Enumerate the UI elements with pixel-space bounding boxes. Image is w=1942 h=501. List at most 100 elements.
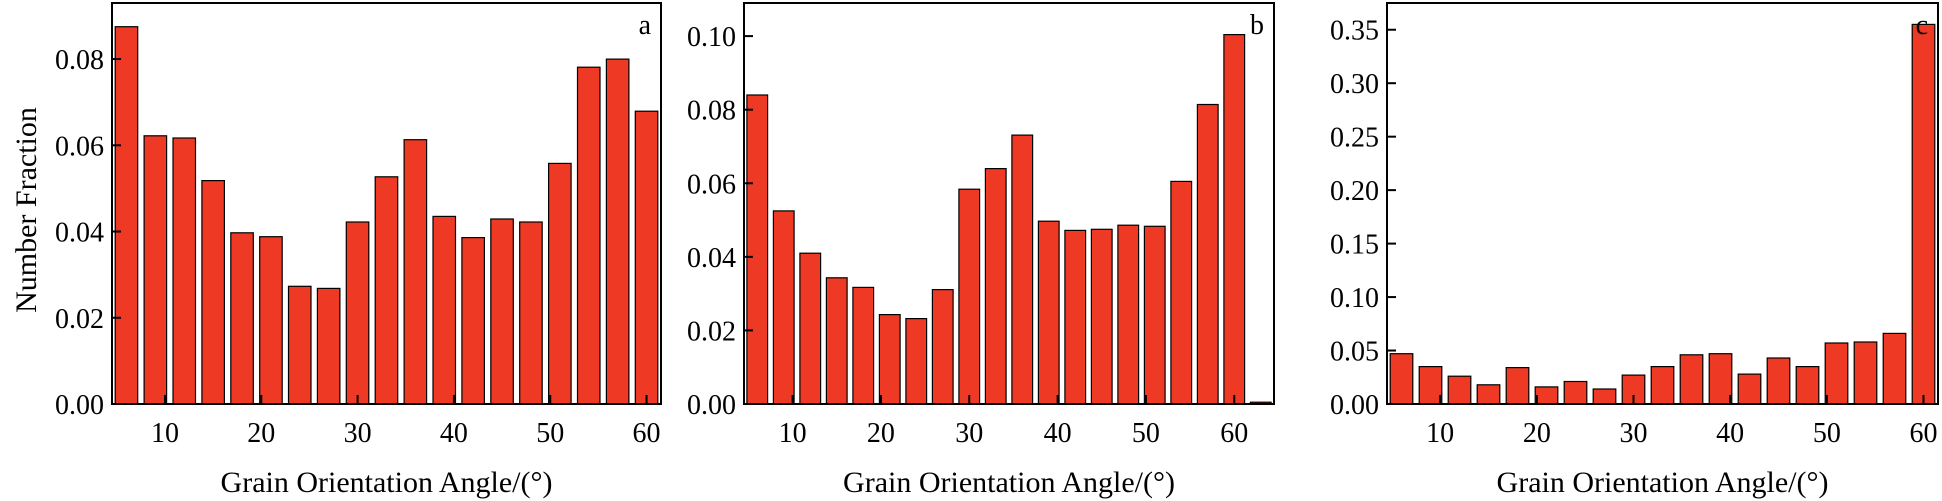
x-tick-label-b-5: 60 bbox=[1220, 418, 1248, 449]
bar-b-36 bbox=[1011, 134, 1034, 405]
y-tick-label-c-1: 0.05 bbox=[1330, 337, 1379, 368]
bar-c-57 bbox=[1882, 332, 1907, 405]
bar-b-21 bbox=[878, 314, 901, 405]
x-tick-label-b-1: 20 bbox=[867, 418, 895, 449]
plot-frame-b bbox=[743, 2, 1275, 405]
plot-frame-c bbox=[1386, 2, 1939, 405]
bar-c-21 bbox=[1534, 386, 1559, 405]
x-tick-label-b-0: 10 bbox=[779, 418, 807, 449]
bar-c-51 bbox=[1824, 342, 1849, 405]
x-tick-label-a-1: 20 bbox=[247, 418, 275, 449]
bar-c-54 bbox=[1853, 341, 1878, 405]
bar-b-60 bbox=[1223, 33, 1246, 405]
bar-b-27 bbox=[931, 289, 954, 405]
bar-a-21 bbox=[259, 236, 283, 405]
y-tick-label-a-0: 0.00 bbox=[55, 390, 104, 421]
y-tick-label-b-3: 0.06 bbox=[687, 169, 736, 200]
y-axis-title: Number Fraction bbox=[10, 107, 43, 313]
y-tick-label-c-4: 0.20 bbox=[1330, 176, 1379, 207]
bar-a-27 bbox=[316, 287, 341, 405]
bar-a-57 bbox=[605, 58, 630, 405]
y-tick-label-b-2: 0.04 bbox=[687, 243, 736, 274]
bar-c-60 bbox=[1911, 23, 1936, 405]
bar-b-48 bbox=[1117, 224, 1140, 405]
bar-a-30 bbox=[345, 221, 370, 405]
bar-b-51 bbox=[1143, 225, 1166, 405]
x-tick-label-a-2: 30 bbox=[344, 418, 372, 449]
bar-c-27 bbox=[1592, 388, 1617, 405]
bar-c-18 bbox=[1505, 367, 1530, 405]
bar-c-39 bbox=[1708, 353, 1733, 405]
panel-letter-b: b bbox=[1250, 10, 1264, 41]
bar-a-18 bbox=[230, 232, 254, 405]
bar-a-54 bbox=[576, 66, 601, 405]
x-axis-title-c: Grain Orientation Angle/(°) bbox=[1497, 466, 1829, 499]
bar-c-48 bbox=[1795, 366, 1820, 405]
bar-a-39 bbox=[432, 215, 457, 405]
x-tick-label-c-0: 10 bbox=[1426, 418, 1454, 449]
y-tick-label-a-2: 0.04 bbox=[55, 218, 104, 249]
bar-a-36 bbox=[403, 139, 428, 405]
bar-b-54 bbox=[1170, 180, 1193, 405]
y-tick-label-a-4: 0.08 bbox=[55, 45, 104, 76]
bar-a-33 bbox=[374, 176, 399, 405]
bar-c-12 bbox=[1447, 375, 1472, 405]
plot-frame-a bbox=[111, 2, 662, 405]
bar-c-45 bbox=[1766, 357, 1791, 405]
panel-letter-c: c bbox=[1916, 10, 1928, 41]
bar-a-45 bbox=[490, 218, 514, 405]
bar-c-6 bbox=[1389, 353, 1414, 405]
bar-a-48 bbox=[519, 221, 543, 405]
bar-a-9 bbox=[143, 135, 168, 405]
bar-b-18 bbox=[852, 286, 875, 405]
bar-b-6 bbox=[746, 94, 769, 405]
bar-c-9 bbox=[1418, 366, 1443, 405]
x-tick-label-a-5: 60 bbox=[633, 418, 661, 449]
bar-c-33 bbox=[1650, 366, 1675, 405]
bar-c-24 bbox=[1563, 380, 1588, 405]
x-tick-label-b-2: 30 bbox=[955, 418, 983, 449]
bar-b-33 bbox=[984, 168, 1007, 405]
y-tick-label-c-2: 0.10 bbox=[1330, 283, 1379, 314]
x-tick-label-c-2: 30 bbox=[1620, 418, 1648, 449]
y-tick-label-c-0: 0.00 bbox=[1330, 390, 1379, 421]
x-tick-label-a-3: 40 bbox=[440, 418, 468, 449]
y-tick-label-b-0: 0.00 bbox=[687, 390, 736, 421]
bar-c-42 bbox=[1737, 373, 1762, 405]
bar-b-9 bbox=[772, 210, 795, 405]
y-tick-label-b-1: 0.02 bbox=[687, 316, 736, 347]
x-tick-label-c-4: 50 bbox=[1813, 418, 1841, 449]
bar-c-15 bbox=[1476, 384, 1501, 405]
x-tick-label-c-3: 40 bbox=[1716, 418, 1744, 449]
x-axis-title-b: Grain Orientation Angle/(°) bbox=[843, 466, 1175, 499]
y-tick-label-a-1: 0.02 bbox=[55, 304, 104, 335]
bar-a-24 bbox=[287, 285, 312, 405]
y-tick-label-b-4: 0.08 bbox=[687, 96, 736, 127]
y-tick-label-c-3: 0.15 bbox=[1330, 230, 1379, 261]
bar-a-6 bbox=[114, 26, 139, 405]
x-tick-label-a-4: 50 bbox=[536, 418, 564, 449]
y-tick-label-c-6: 0.30 bbox=[1330, 69, 1379, 100]
x-tick-label-c-5: 60 bbox=[1910, 418, 1938, 449]
bar-b-15 bbox=[825, 277, 848, 405]
x-tick-label-b-3: 40 bbox=[1044, 418, 1072, 449]
bar-b-57 bbox=[1196, 103, 1219, 405]
bar-a-51 bbox=[547, 162, 572, 405]
bar-a-42 bbox=[461, 237, 485, 405]
y-tick-label-b-5: 0.10 bbox=[687, 22, 736, 53]
bar-b-12 bbox=[799, 252, 822, 405]
x-tick-label-b-4: 50 bbox=[1132, 418, 1160, 449]
bar-b-42 bbox=[1064, 229, 1087, 405]
bar-a-60 bbox=[634, 110, 659, 405]
x-tick-label-c-1: 20 bbox=[1523, 418, 1551, 449]
bar-b-24 bbox=[905, 318, 928, 405]
panel-letter-a: a bbox=[639, 10, 652, 41]
bar-b-30 bbox=[958, 188, 981, 405]
bar-a-12 bbox=[172, 137, 197, 405]
x-tick-label-a-0: 10 bbox=[151, 418, 179, 449]
bar-b-39 bbox=[1037, 220, 1060, 405]
bar-c-36 bbox=[1679, 354, 1704, 405]
y-tick-label-a-3: 0.06 bbox=[55, 131, 104, 162]
y-tick-label-c-5: 0.25 bbox=[1330, 123, 1379, 154]
